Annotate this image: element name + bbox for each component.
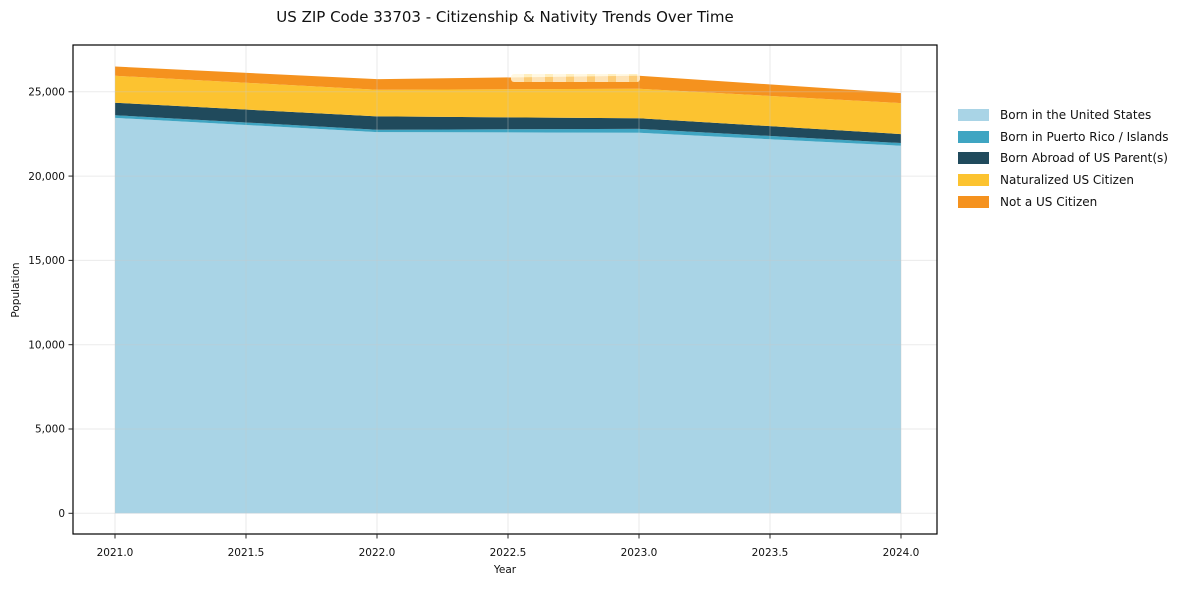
legend-swatch-born-in-us [958,108,989,121]
legend-label: Not a US Citizen [1000,194,1098,209]
legend-swatch-born-abroad [958,152,989,165]
legend: Born in the United States Born in Puerto… [958,104,1169,212]
area-born-in-the-united-states [115,117,901,514]
x-tick-label: 2022.0 [359,547,396,559]
y-tick-label: 15,000 [28,255,65,267]
chart-title: US ZIP Code 33703 - Citizenship & Nativi… [276,8,734,26]
y-tick-label: 20,000 [28,171,65,183]
top-edge-render-artifact [511,74,640,82]
y-tick-label: 10,000 [28,339,65,351]
area-born-in-puerto-rico-islands [115,115,901,146]
x-tick-label: 2024.0 [883,547,920,559]
legend-label: Naturalized US Citizen [1000,172,1134,187]
y-tick-label: 5,000 [35,424,65,436]
y-tick-label: 0 [58,508,65,520]
plot-frame [72,44,938,535]
x-tick-label: 2021.0 [97,547,134,559]
x-axis-label: Year [493,564,517,576]
area-not-a-us-citizen [115,66,901,104]
legend-swatch-not-a-citizen [958,195,989,208]
x-tick-label: 2021.5 [228,547,265,559]
x-tick-label: 2023.5 [752,547,789,559]
legend-item: Naturalized US Citizen [958,169,1169,191]
y-tick-label: 25,000 [28,86,65,98]
x-tick-label: 2023.0 [621,547,658,559]
legend-label: Born in the United States [1000,107,1152,122]
legend-swatch-naturalized [958,173,989,186]
legend-swatch-born-in-puerto-rico [958,130,989,143]
legend-label: Born Abroad of US Parent(s) [1000,151,1168,166]
legend-item: Not a US Citizen [958,191,1169,213]
legend-item: Born in the United States [958,104,1169,126]
x-tick-label: 2022.5 [490,547,527,559]
legend-label: Born in Puerto Rico / Islands [1000,129,1169,144]
area-born-abroad-of-us-parent-s [115,102,901,144]
area-naturalized-us-citizen [115,75,901,135]
legend-item: Born in Puerto Rico / Islands [958,126,1169,148]
legend-item: Born Abroad of US Parent(s) [958,147,1169,169]
